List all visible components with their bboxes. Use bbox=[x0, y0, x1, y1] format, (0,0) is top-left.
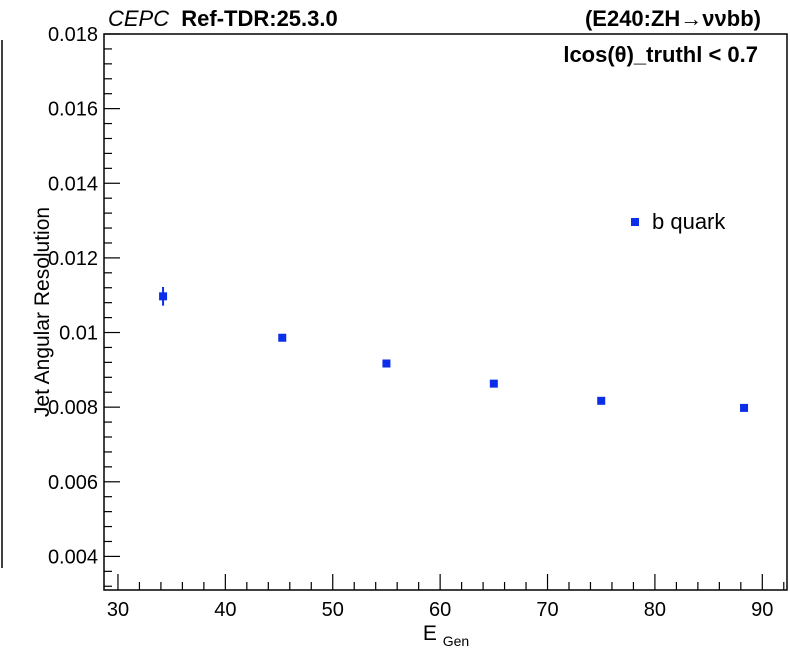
legend-marker bbox=[631, 218, 639, 226]
plot-frame bbox=[103, 33, 788, 591]
chart-header-left: CEPC Ref-TDR:25.3.0 bbox=[108, 6, 338, 31]
process-label: (E240:ZH→ννbb) bbox=[585, 6, 761, 31]
x-tick-label: 80 bbox=[644, 599, 666, 621]
x-tick-label: 30 bbox=[107, 599, 129, 621]
y-tick-label: 0.008 bbox=[48, 397, 98, 419]
x-tick-label: 90 bbox=[751, 599, 773, 621]
y-tick-label: 0.014 bbox=[48, 173, 98, 195]
y-tick-label: 0.018 bbox=[48, 24, 98, 46]
data-point bbox=[740, 403, 749, 412]
x-axis-title: E Gen bbox=[423, 622, 469, 649]
x-tick-label: 40 bbox=[214, 599, 236, 621]
y-tick-label: 0.012 bbox=[48, 248, 98, 270]
x-axis-title-subscript: Gen bbox=[443, 633, 469, 649]
data-marks bbox=[159, 286, 749, 412]
legend-label: b quark bbox=[652, 209, 726, 234]
data-point bbox=[159, 292, 168, 301]
x-tick-label: 50 bbox=[322, 599, 344, 621]
reference-label: Ref-TDR:25.3.0 bbox=[181, 6, 337, 31]
data-point bbox=[489, 379, 498, 388]
x-axis-title-main: E bbox=[423, 622, 437, 645]
axis-ticks: 30 40 50 60 70 80 90 0.004 0.006 0.008 0.01 0.012 0.… bbox=[48, 24, 785, 621]
y-tick-label: 0.016 bbox=[48, 99, 98, 121]
experiment-label: CEPC bbox=[108, 6, 169, 31]
selection-label: lcos(θ)_truthl < 0.7 bbox=[563, 42, 758, 67]
y-tick-label: 0.004 bbox=[48, 546, 98, 568]
data-point bbox=[597, 396, 606, 405]
data-point bbox=[382, 359, 391, 368]
x-tick-label: 70 bbox=[536, 599, 558, 621]
data-point bbox=[278, 333, 287, 342]
y-tick-label: 0.006 bbox=[48, 472, 98, 494]
legend: b quark bbox=[631, 209, 726, 234]
x-tick-label: 60 bbox=[429, 599, 451, 621]
y-tick-label: 0.01 bbox=[59, 323, 98, 345]
y-axis-title: Jet Angular Resolution bbox=[31, 207, 54, 417]
